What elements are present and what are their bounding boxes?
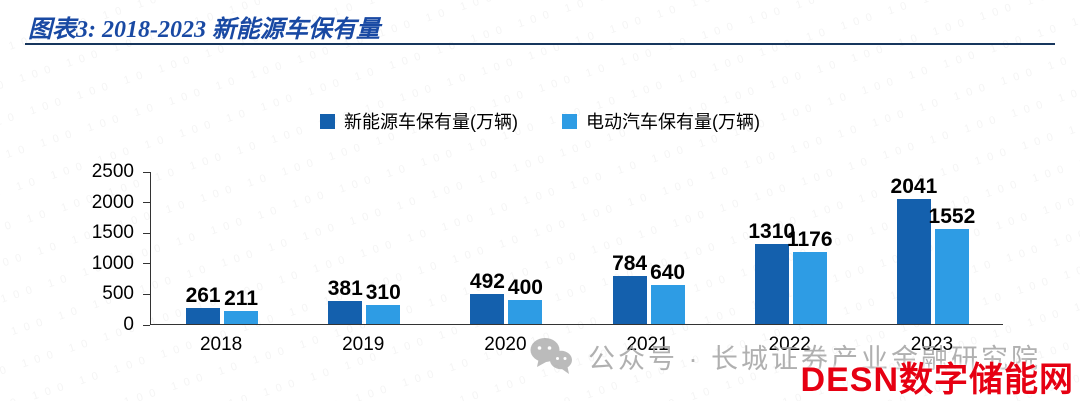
- y-tick-mark: [143, 171, 150, 173]
- bar-value-label: 640: [650, 260, 686, 284]
- bar: [186, 308, 221, 324]
- bar: [754, 243, 789, 324]
- title-divider-line: [25, 43, 1055, 45]
- bar-column: 492: [469, 172, 505, 324]
- y-tick-label: 1500: [91, 222, 134, 244]
- y-tick-mark: [143, 263, 150, 265]
- y-tick-label: 500: [102, 283, 134, 305]
- x-category-label: 2021: [626, 334, 669, 355]
- bar: [470, 293, 505, 324]
- legend-label: 电动汽车保有量(万辆): [586, 112, 760, 132]
- x-category-label: 2019: [342, 334, 385, 355]
- legend: 新能源车保有量(万辆) 电动汽车保有量(万辆): [0, 108, 1080, 134]
- bar-value-label: 492: [469, 269, 505, 293]
- bar-column: 784: [612, 172, 648, 324]
- brand-watermark: DESN数字储能网: [800, 361, 1074, 399]
- y-tick-mark: [143, 293, 150, 295]
- legend-swatch: [562, 113, 577, 129]
- bar-group: 381 310: [293, 172, 435, 324]
- bar-column: 1176: [787, 172, 833, 324]
- bar-value-label: 400: [507, 275, 543, 299]
- x-category-label: 2022: [768, 334, 811, 355]
- bar-column: 381: [327, 172, 363, 324]
- legend-item: 电动汽车保有量(万辆): [562, 108, 760, 134]
- bar-column: 400: [507, 172, 543, 324]
- bar-value-label: 1552: [928, 205, 976, 229]
- bar-value-label: 784: [612, 252, 648, 276]
- bar-column: 2041: [891, 172, 937, 324]
- figure-title: 图表3: 2018-2023 新能源车保有量: [28, 17, 380, 43]
- bar: [792, 252, 827, 324]
- y-tick-label: 0: [123, 314, 134, 335]
- bar-value-label: 261: [185, 284, 221, 308]
- bar: [508, 299, 543, 324]
- y-tick-label: 2000: [91, 191, 134, 213]
- bar-value-label: 381: [327, 276, 363, 300]
- y-tick-mark: [143, 202, 150, 204]
- bar: [934, 229, 969, 324]
- bar-column: 261: [185, 172, 221, 324]
- y-tick-label: 2500: [91, 161, 134, 182]
- legend-label: 新能源车保有量(万辆): [344, 112, 518, 132]
- bar: [224, 311, 259, 324]
- x-category-label: 2018: [199, 334, 243, 355]
- x-category-label: 2020: [484, 334, 527, 355]
- bar: [612, 276, 647, 324]
- legend-item: 新能源车保有量(万辆): [320, 108, 518, 134]
- x-category-label: 2023: [910, 334, 954, 355]
- bar-value-label: 1310: [748, 219, 796, 243]
- bar-column: 1552: [929, 172, 975, 324]
- bar: [366, 305, 401, 324]
- bar-column: 1310: [748, 172, 795, 324]
- bar: [896, 199, 931, 324]
- y-tick-mark: [143, 232, 150, 234]
- bar-group: 784 640: [578, 172, 720, 324]
- x-axis: 2018 2019 2020 2021 2022 2023: [150, 334, 1003, 360]
- bar-value-label: 2041: [890, 175, 938, 199]
- bar-group: 492 400: [435, 172, 577, 324]
- bar: [650, 284, 685, 324]
- bar-column: 640: [650, 172, 686, 324]
- bar-value-label: 211: [224, 287, 259, 311]
- y-tick-label: 1000: [91, 252, 134, 274]
- bar-value-label: 310: [365, 281, 401, 305]
- bar-value-label: 1176: [786, 228, 833, 252]
- bar-column: 310: [365, 172, 401, 324]
- bar-group: 1310 1176: [720, 172, 862, 324]
- plot-area: 261 211 381 310 492 400 784 640 1310 1176 2041 1552: [150, 172, 1003, 325]
- bar: [328, 300, 363, 324]
- bar-group: 261 211: [151, 172, 293, 324]
- legend-swatch: [320, 113, 335, 129]
- y-tick-mark: [143, 324, 150, 326]
- bar-column: 211: [224, 172, 259, 324]
- y-axis: 0 500 1000 1500 2000 2500: [0, 161, 150, 335]
- bar-group: 2041 1552: [862, 172, 1004, 324]
